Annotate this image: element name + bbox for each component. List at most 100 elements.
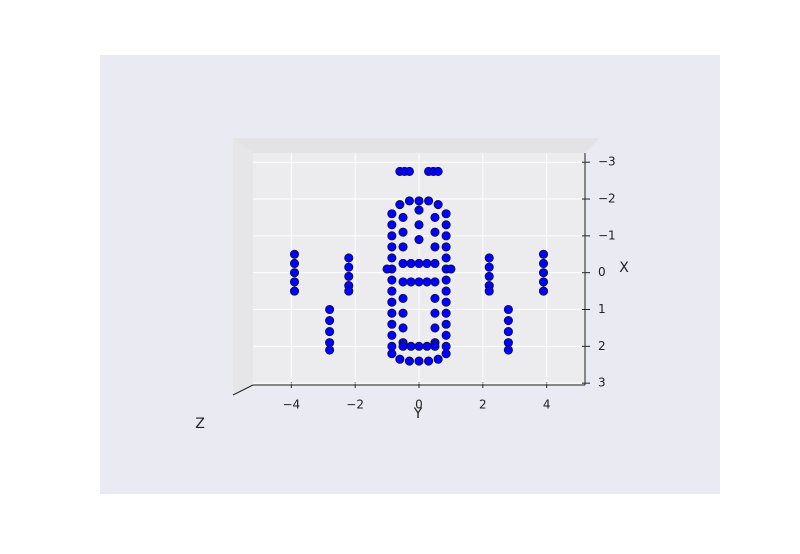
back-pane — [233, 138, 600, 153]
point — [289, 258, 300, 269]
point — [484, 286, 494, 296]
point — [503, 316, 513, 326]
point — [382, 264, 392, 274]
point — [289, 268, 300, 278]
x-tick-label: 4 — [543, 398, 551, 412]
point — [414, 258, 424, 269]
point — [441, 209, 451, 219]
point — [398, 258, 408, 269]
point — [441, 231, 451, 241]
point — [430, 227, 440, 237]
point — [441, 330, 451, 340]
point — [538, 249, 549, 259]
point — [387, 308, 397, 318]
point — [441, 242, 451, 252]
point — [406, 277, 416, 287]
point — [289, 249, 300, 259]
point — [344, 271, 354, 281]
point — [433, 354, 443, 364]
point — [422, 277, 432, 287]
x-tick-label: −4 — [282, 398, 300, 412]
point — [441, 220, 451, 230]
point — [387, 253, 397, 263]
point — [387, 231, 397, 241]
point — [430, 212, 440, 222]
point — [289, 286, 300, 296]
point — [387, 297, 397, 307]
point — [422, 341, 432, 351]
point — [441, 349, 451, 359]
point — [414, 341, 424, 351]
point — [404, 196, 414, 206]
point — [387, 330, 397, 340]
point — [422, 258, 432, 269]
point — [414, 234, 424, 245]
point — [395, 200, 405, 210]
point — [344, 262, 354, 272]
point — [430, 341, 440, 351]
y-tick-label: −2 — [598, 192, 616, 206]
point — [414, 277, 424, 287]
point — [398, 212, 408, 222]
point — [441, 308, 451, 318]
point — [325, 327, 335, 337]
point — [398, 277, 408, 287]
point — [289, 277, 300, 287]
point — [538, 268, 549, 278]
point — [484, 271, 494, 281]
point — [398, 341, 408, 351]
point — [344, 286, 354, 296]
y-tick-label: 0 — [598, 265, 606, 279]
point — [325, 316, 335, 326]
point — [406, 341, 416, 351]
point — [398, 227, 408, 237]
point — [414, 196, 424, 206]
side-pane — [233, 138, 253, 395]
point — [325, 304, 335, 315]
point — [430, 258, 440, 269]
point — [538, 286, 549, 296]
point — [430, 308, 440, 318]
point — [387, 275, 397, 285]
point — [430, 277, 440, 287]
point — [387, 242, 397, 252]
point — [441, 319, 451, 329]
y-tick-label: 2 — [598, 339, 606, 353]
z-axis-line — [232, 384, 254, 396]
point — [538, 258, 549, 269]
point — [387, 220, 397, 230]
point — [414, 205, 424, 215]
point — [395, 354, 405, 364]
y-tick-label: −3 — [598, 155, 616, 169]
point — [414, 356, 424, 366]
point — [404, 166, 414, 176]
point — [404, 356, 414, 366]
y-tick-label: 1 — [598, 302, 606, 316]
point — [433, 166, 443, 176]
point — [398, 323, 408, 333]
x-tick-label: 0 — [415, 398, 423, 412]
point — [387, 286, 397, 296]
point — [441, 297, 451, 307]
point — [484, 262, 494, 272]
point — [538, 277, 549, 287]
point — [398, 293, 408, 304]
y-tick-label: −1 — [598, 228, 616, 242]
point — [424, 196, 434, 206]
point — [344, 253, 354, 263]
point — [430, 242, 440, 252]
y-tick-label: 3 — [598, 376, 606, 390]
point — [503, 345, 513, 355]
point — [441, 275, 451, 285]
point — [414, 220, 424, 230]
point — [325, 345, 335, 355]
point — [503, 304, 513, 315]
x-tick-label: −2 — [346, 398, 364, 412]
point — [446, 264, 456, 274]
point — [387, 209, 397, 219]
x-axis-label: X — [619, 260, 629, 276]
point — [406, 258, 416, 269]
y-axis-label: Y — [413, 406, 423, 422]
point — [430, 293, 440, 304]
